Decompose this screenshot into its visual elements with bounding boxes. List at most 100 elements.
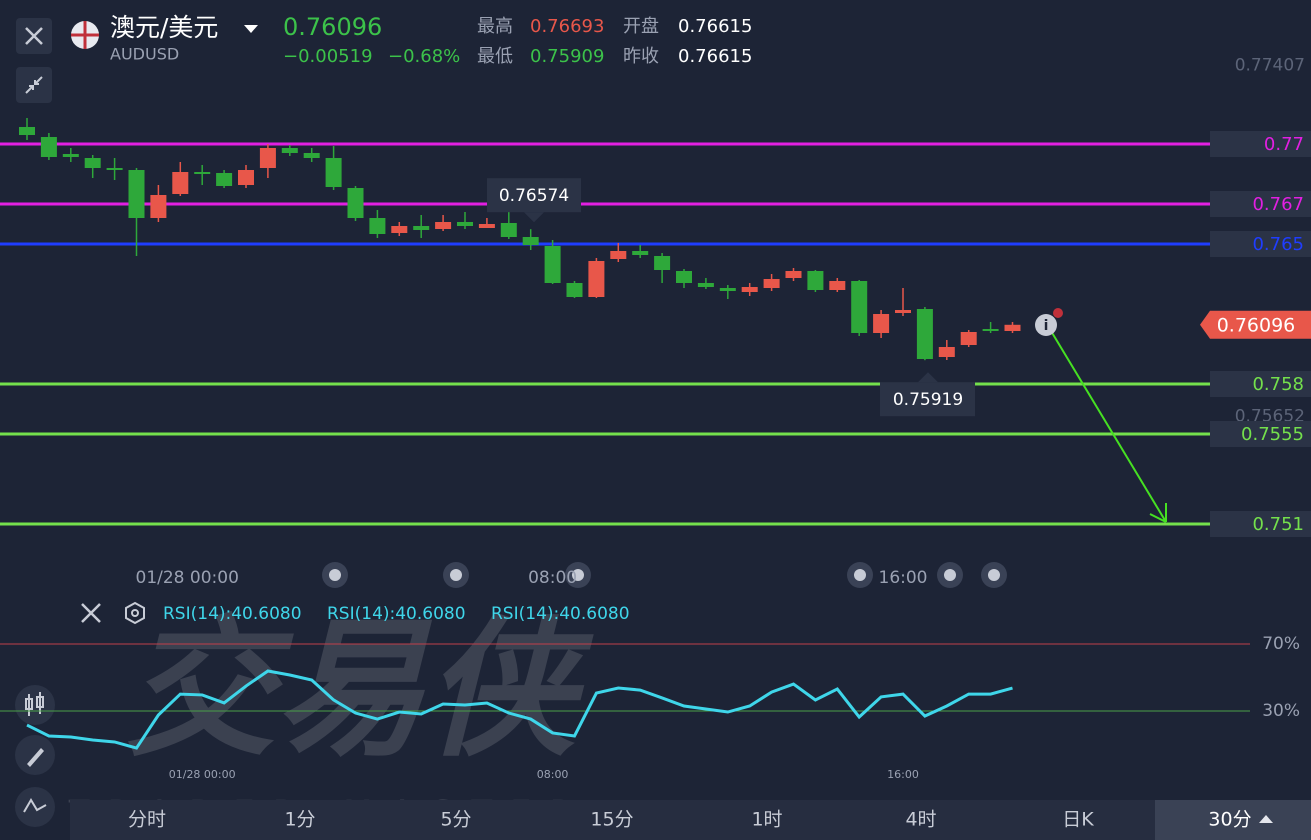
candle-body xyxy=(851,281,868,333)
candle-icon xyxy=(25,692,44,716)
rsi-x-tick-label: 08:00 xyxy=(537,768,569,781)
stat-value: 0.76693 xyxy=(530,16,604,37)
candle-tool[interactable] xyxy=(15,685,55,725)
candle-body xyxy=(676,271,692,283)
timeline-dot-centers xyxy=(329,569,1000,581)
candle-body xyxy=(84,158,101,168)
tab[interactable]: 15分 xyxy=(590,809,633,831)
tab[interactable]: 30分 xyxy=(1208,809,1251,831)
stat-label: 开盘 xyxy=(623,16,659,37)
y-tick-label: 30% xyxy=(1262,701,1300,721)
candle-body xyxy=(719,288,736,291)
level-label: 0.751 xyxy=(1252,514,1304,535)
level-label-bg xyxy=(1210,131,1311,157)
candle-body xyxy=(391,226,408,233)
tab[interactable]: 分时 xyxy=(128,809,166,831)
candle-body xyxy=(62,154,79,157)
level-label: 0.77 xyxy=(1264,134,1304,155)
pair-title[interactable]: 澳元/美元 xyxy=(110,13,218,42)
pencil-icon xyxy=(27,748,44,767)
level-label-bg xyxy=(1210,371,1311,397)
high-callout-pointer xyxy=(524,212,544,223)
candle-body xyxy=(785,271,802,278)
candle-body xyxy=(697,283,714,287)
x-tick-label: 16:00 xyxy=(879,568,928,588)
candle-body xyxy=(281,148,298,153)
tab[interactable]: 1时 xyxy=(751,809,782,831)
candle-body xyxy=(172,172,189,194)
candle-body xyxy=(238,170,254,185)
candle-body xyxy=(457,222,473,226)
high-callout-bg xyxy=(487,178,581,213)
watermark: 交易侠 TRADER MASTER xyxy=(68,603,594,834)
symbol: AUDUSD xyxy=(110,45,179,64)
candle-body xyxy=(566,283,583,297)
candle-body xyxy=(216,173,233,186)
candle-body xyxy=(369,218,386,234)
candle-body xyxy=(413,226,430,230)
rsi-settings[interactable] xyxy=(125,601,145,625)
candle-body xyxy=(654,256,671,270)
candle-body xyxy=(938,347,955,357)
rsi-close[interactable] xyxy=(81,603,101,623)
candle-body xyxy=(895,310,911,313)
candle-body xyxy=(150,195,167,218)
level-label-bg xyxy=(1210,511,1311,537)
candle-body xyxy=(588,261,605,297)
tab-selected-bg xyxy=(1155,800,1311,840)
stat-value: 0.76615 xyxy=(678,16,752,37)
level-label: 0.765 xyxy=(1252,234,1304,255)
stat-value: 0.75909 xyxy=(530,46,604,67)
candle-body xyxy=(522,237,539,245)
candle-body xyxy=(259,148,276,168)
level-label-bg xyxy=(1210,191,1311,217)
stat-value: 0.76615 xyxy=(678,46,752,67)
tab[interactable]: 1分 xyxy=(284,809,315,831)
rsi-x-tick-label: 16:00 xyxy=(887,768,919,781)
tab-arrow[interactable] xyxy=(1259,815,1273,823)
candle-body xyxy=(303,153,320,158)
level-label: 0.767 xyxy=(1252,194,1304,215)
rsi-x-tick-label: 01/28 00:00 xyxy=(169,768,236,781)
candle-body xyxy=(347,188,364,218)
close-icon xyxy=(25,27,43,45)
indicator-icon xyxy=(23,798,47,813)
candle-body xyxy=(478,224,495,228)
level-label-bg xyxy=(1210,421,1311,447)
tab[interactable]: 日K xyxy=(1062,809,1094,831)
candle-body xyxy=(982,329,999,331)
low-callout-pointer xyxy=(918,372,938,383)
candle-body xyxy=(763,279,780,288)
stat-label: 最低 xyxy=(477,46,513,67)
candle-body xyxy=(40,137,57,157)
info-icon[interactable] xyxy=(1035,314,1057,336)
rsi-legend: RSI(14):40.6080 xyxy=(491,604,630,624)
candle-body xyxy=(807,271,824,290)
dropdown-arrow[interactable] xyxy=(244,25,258,33)
level-label: 0.758 xyxy=(1252,374,1304,395)
rsi-legend: RSI(14):40.6080 xyxy=(327,604,466,624)
rsi-settings-dot xyxy=(131,609,139,617)
tab-bar xyxy=(70,800,1311,840)
x-tick-label: 08:00 xyxy=(528,568,577,588)
level-label: 0.7555 xyxy=(1241,424,1304,445)
forecast-arrow xyxy=(1047,325,1167,523)
stat-label: 昨收 xyxy=(623,46,659,67)
price-tag-bg xyxy=(1200,310,1311,339)
tab[interactable]: 5分 xyxy=(440,809,471,831)
candle-body xyxy=(19,127,35,135)
candle-body xyxy=(1004,324,1021,331)
x-tick-label: 01/28 00:00 xyxy=(136,568,239,588)
plot: 0.756520.774070.770.7670.7650.7580.75550… xyxy=(0,56,1311,781)
tab[interactable]: 4时 xyxy=(905,809,936,831)
low-callout: 0.75919 xyxy=(893,390,963,410)
candle-body xyxy=(106,168,123,170)
watermark-title: 交易侠 xyxy=(125,603,594,777)
y-tick-label: 0.77407 xyxy=(1235,56,1305,76)
candle-body xyxy=(829,281,846,290)
info-glyph: i xyxy=(1044,318,1049,334)
candle-body xyxy=(544,246,561,283)
price-tag: 0.76096 xyxy=(1217,314,1296,336)
low-callout-bg xyxy=(880,382,975,417)
